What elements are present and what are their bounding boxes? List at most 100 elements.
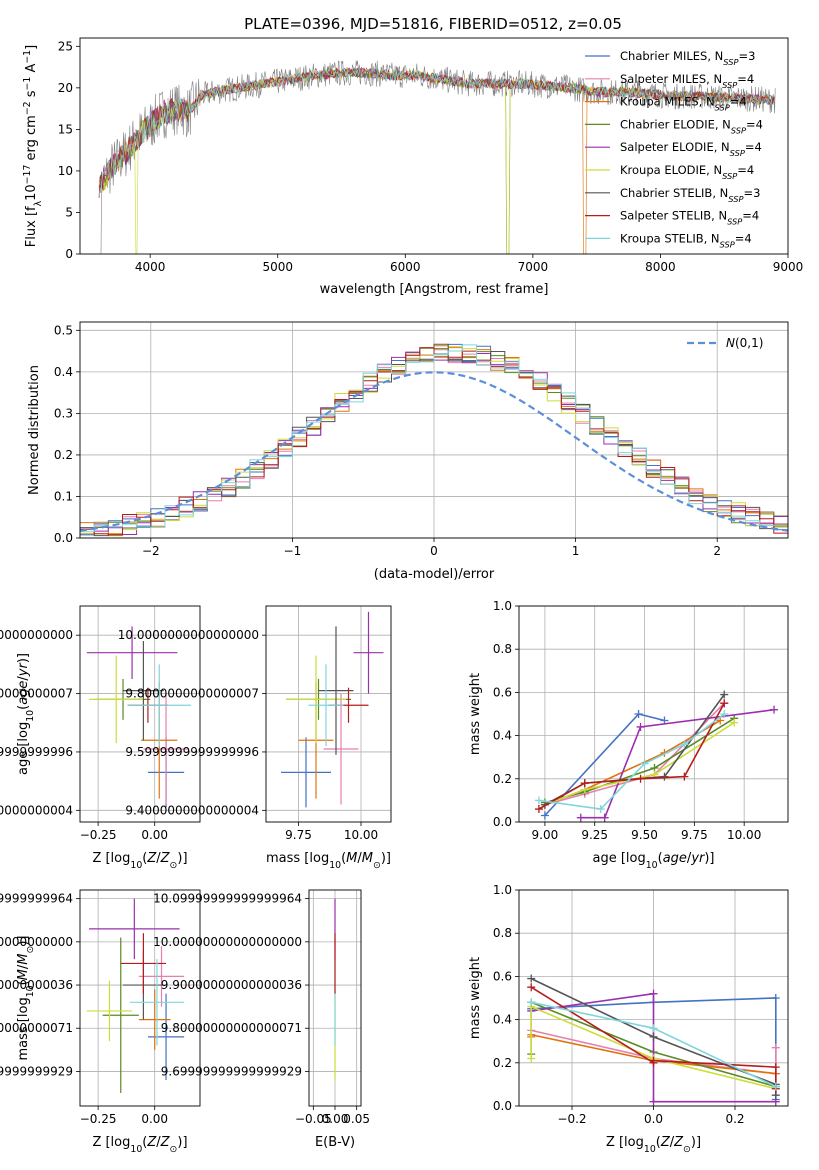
y-tick-label: 9.69999999999999929 [0,1064,73,1078]
x-tick-label: 9.50 [631,828,658,842]
y-tick-label: 25 [58,39,73,53]
x-tick-label: 0.0 [644,1112,663,1126]
weight-line [580,708,775,819]
x-tick-label: 9.25 [581,828,608,842]
weight-point-marker [649,1032,658,1041]
legend-entry-label: Kroupa ELODIE, NSSP=4 [620,163,754,181]
y-tick-label: 0.0 [493,1099,512,1113]
y-tick-label: 15 [58,122,73,136]
x-tick-label: 5000 [262,260,293,274]
x-tick-label: −0.25 [80,828,117,842]
weight-point-marker [649,1056,658,1065]
y-tick-label: 10.0000000000000000 [118,628,259,642]
x-axis-label: Z [log10(Z/Z⊙)] [92,851,187,871]
y-axis-label: Flux [fλ10−17 erg cm−2 s−1 A−1] [22,45,44,247]
weight-point-marker [649,1024,658,1033]
figure-title: PLATE=0396, MJD=51816, FIBERID=0512, z=0… [244,15,622,33]
y-tick-label: 9.80000000000000071 [161,1021,302,1035]
x-tick-label: 9.75 [285,828,312,842]
x-tick-label: 0.2 [725,1112,744,1126]
y-tick-label: 0.8 [493,642,512,656]
y-tick-label: 20 [58,81,73,95]
plot-area [80,343,788,537]
x-tick-label: 0 [430,544,438,558]
weight-point-marker [649,1097,658,1106]
x-tick-label: 0.00 [141,828,168,842]
weight-line [544,721,735,806]
y-tick-label: 0.8 [493,926,512,940]
weight-point-marker [576,813,585,822]
weight-line [531,992,776,1103]
residual-histogram-step [80,344,788,533]
panel-age-vs-Z: −0.25 0.00 9.4000000000000004 9.59999999999… [0,605,201,871]
weight-point-marker [720,690,729,699]
legend-entry-label: Chabrier ELODIE, NSSP=4 [620,117,763,135]
axes-frame [79,321,789,539]
x-axis-label: E(B-V) [315,1135,355,1150]
axes-frame [79,889,201,1107]
y-tick-label: 9.5999999999999996 [125,745,259,759]
weight-point-marker [527,998,536,1007]
weight-point-marker [680,772,689,781]
x-tick-label: −1 [284,544,302,558]
legend-entry-label: Chabrier STELIB, NSSP=3 [620,186,760,204]
legend: N(0,1) [687,336,763,350]
x-tick-label: 8000 [645,260,676,274]
y-axis-label: mass [log10(M/M⊙)] [16,936,36,1061]
x-tick-label: 0.05 [343,1112,370,1126]
gaussian-curve [80,371,788,532]
y-tick-label: 9.69999999999999929 [161,1064,302,1078]
y-tick-label: 0.4 [493,729,512,743]
x-axis-label: (data-model)/error [374,567,495,582]
weight-line [538,713,725,810]
weight-point-marker [720,710,729,718]
legend-entry-label: N(0,1) [726,336,763,350]
x-tick-label: 7000 [518,260,549,274]
weight-point-marker [770,705,779,714]
y-tick-label: 10.00000000000000000 [153,935,302,949]
weight-point-marker [634,710,643,718]
weight-point-marker [636,774,645,783]
x-tick-label: 4000 [135,260,166,274]
spectrum-model-line [98,67,775,196]
x-tick-label: 9.75 [681,828,708,842]
legend-entry-label: Salpeter ELODIE, NSSP=4 [620,140,762,158]
spectrum-model-line [98,67,775,254]
y-tick-label: 10 [58,164,73,178]
legend-entry-label: Kroupa STELIB, NSSP=4 [620,231,752,249]
x-tick-label: −2 [142,544,160,558]
weight-point-marker [534,796,543,805]
y-tick-label: 0.6 [493,969,512,983]
x-axis-label: age [log10(age/yr)] [592,851,714,871]
legend: Chabrier MILES, NSSP=3 Salpeter MILES, NS… [585,49,763,249]
x-tick-label: 0.00 [141,1112,168,1126]
weight-point-marker [527,983,536,992]
y-tick-label: 10.09999999999999964 [0,892,73,906]
y-tick-label: 0.1 [54,489,73,503]
panel-residuals: −2 −1 0 1 2 0.0 0.1 0.2 0.3 0.4 0.5 (data-model)/er… [27,321,789,582]
y-tick-label: 1.0 [493,883,512,897]
x-tick-label: 9000 [773,260,804,274]
plot-area [98,60,776,254]
y-axis-label: Normed distribution [27,365,42,495]
weight-point-marker [580,779,589,788]
plot-area [86,898,185,1094]
weight-point-marker [527,974,536,983]
spectrum-model-line [98,67,775,198]
y-tick-label: 5 [65,205,73,219]
legend-entry-label: Salpeter MILES, NSSP=4 [620,72,754,90]
weight-line [544,694,725,806]
panel-mass-vs-Z: −0.25 0.00 9.69999999999999929 9.8000000000… [0,889,201,1155]
y-tick-label: 0.0 [493,815,512,829]
weight-point-marker [640,759,649,768]
weight-point-marker [636,722,645,731]
y-tick-label: 9.4000000000000004 [125,803,259,817]
legend-entry-label: Kroupa MILES, NSSP=4 [620,95,747,113]
plot-area [86,626,191,808]
axes-frame [79,37,789,255]
legend-entry-label: Salpeter STELIB, NSSP=4 [620,209,759,227]
x-tick-label: −0.2 [557,1112,586,1126]
y-axis-label: mass weight [468,957,483,1039]
x-tick-label: −0.25 [80,1112,117,1126]
